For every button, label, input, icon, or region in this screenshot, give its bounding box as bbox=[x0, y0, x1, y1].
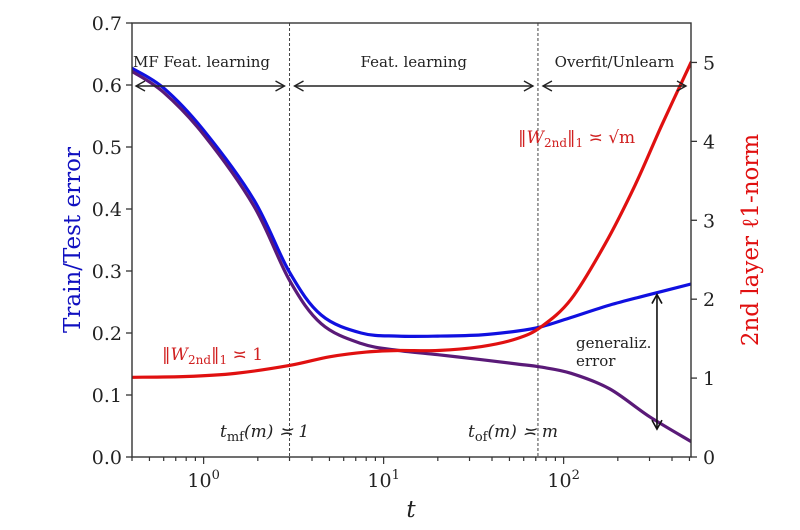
arrow-head-left-icon bbox=[293, 80, 304, 92]
y-left-tick-label: 0.6 bbox=[92, 75, 122, 97]
y-right-tick-label: 5 bbox=[703, 52, 715, 74]
curves-layer bbox=[132, 23, 691, 457]
generalization-error-label-line2: error bbox=[576, 352, 616, 370]
region-label-2: Overfit/Unlearn bbox=[555, 53, 675, 71]
y-right-tick-label: 3 bbox=[703, 210, 715, 232]
y-left-tick-label: 0.0 bbox=[92, 447, 122, 469]
series-line-train bbox=[132, 69, 691, 444]
norm-annotation-large: ‖W2nd‖1 ≍ √m bbox=[518, 128, 635, 150]
y-right-tick-label: 2 bbox=[703, 289, 715, 311]
series-line-norm bbox=[132, 60, 691, 379]
arrow-head-right-icon bbox=[275, 80, 286, 92]
series-line-test bbox=[132, 66, 691, 338]
ticks-layer: 0.0 0.1 0.2 0.3 0.4 0.5 0.6 0.7 0 1 2 3 4 5 100 101 102 bbox=[92, 13, 715, 492]
y-left-tick-label: 0.2 bbox=[92, 323, 122, 345]
norm-annotation-small: ‖W2nd‖1 ≍ 1 bbox=[162, 345, 263, 367]
arrow-head-left-icon bbox=[134, 80, 146, 92]
generalization-error-label-line1: generaliz. bbox=[576, 334, 651, 352]
x-tick-label: 100 bbox=[187, 468, 219, 492]
y-axis-right-title: 2nd layer ℓ1-norm bbox=[738, 134, 764, 347]
y-right-tick-label: 4 bbox=[703, 131, 715, 153]
y-axis-left-title: Train/Test error bbox=[60, 147, 86, 333]
axes-frame bbox=[131, 22, 692, 458]
y-right-tick-label: 0 bbox=[703, 447, 715, 469]
x-axis-title: t bbox=[406, 497, 416, 523]
arrow-head-down-icon bbox=[651, 419, 663, 431]
y-left-tick-label: 0.7 bbox=[92, 13, 122, 35]
t-of-annotation: tof(m) ≍ m bbox=[468, 422, 558, 445]
y-left-tick-label: 0.3 bbox=[92, 261, 122, 283]
plot-frame bbox=[131, 22, 692, 458]
region-label-0: MF Feat. learning bbox=[133, 53, 270, 71]
arrow-head-right-icon bbox=[523, 80, 535, 92]
y-left-tick-label: 0.4 bbox=[92, 199, 122, 221]
x-tick-label: 102 bbox=[547, 468, 579, 492]
arrow-head-left-icon bbox=[541, 80, 553, 92]
t-mf-annotation: tmf(m) ≍ 1 bbox=[220, 422, 309, 445]
y-left-tick-label: 0.5 bbox=[92, 137, 122, 159]
y-left-tick-label: 0.1 bbox=[92, 385, 122, 407]
annotations-layer: MF Feat. learning Feat. learning Overfit/U… bbox=[133, 53, 688, 445]
region-label-1: Feat. learning bbox=[360, 53, 467, 71]
y-right-tick-label: 1 bbox=[703, 368, 715, 390]
arrow-head-right-icon bbox=[676, 80, 688, 92]
x-tick-label: 101 bbox=[367, 468, 399, 492]
arrow-head-up-icon bbox=[651, 292, 663, 304]
